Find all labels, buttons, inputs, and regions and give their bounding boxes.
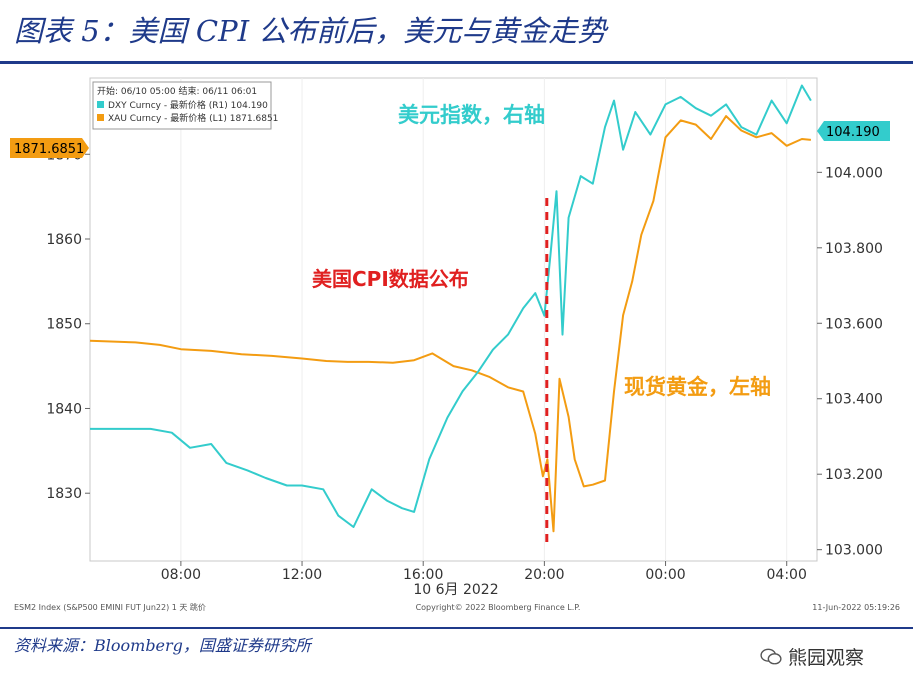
right-tick-label: 103.000 [825, 543, 883, 559]
x-tick-label: 08:00 [161, 567, 201, 583]
gold-annotation: 现货黄金，左轴 [624, 375, 771, 399]
right-tick-label: 103.800 [825, 241, 883, 257]
watermark-text: 熊园观察 [788, 647, 865, 669]
right-axis: 103.000 103.200 103.400 103.600 103.800 104.0… [817, 165, 883, 559]
footer-left: ESM2 Index (S&P500 EMINI FUT Jun22) 1 天 … [14, 602, 206, 612]
source-rule [0, 627, 913, 629]
left-tick-label: 1840 [46, 401, 82, 417]
x-tick-label: 12:00 [282, 567, 322, 583]
series-line-xau-curncy [89, 115, 811, 533]
legend-entry-dxy: DXY Curncy - 最新价格 (R1) 104.190 [108, 99, 268, 111]
legend-entry-xau: XAU Curncy - 最新价格 (L1) 1871.6851 [108, 112, 278, 124]
left-tick-label: 1860 [46, 232, 82, 248]
legend-header: 开始: 06/10 05:00 结束: 06/11 06:01 [97, 85, 257, 97]
series-line-dxy-curncy [90, 84, 812, 528]
legend-swatch-dxy [97, 101, 104, 108]
x-tick-label: 16:00 [403, 567, 443, 583]
title-rule [0, 61, 913, 64]
footer-center: Copyright© 2022 Bloomberg Finance L.P. [416, 603, 581, 612]
x-tick-label: 00:00 [645, 567, 685, 583]
left-tick-label: 1850 [46, 317, 82, 333]
plot-frame [89, 77, 818, 562]
right-tick-label: 104.000 [825, 165, 883, 181]
last-value-tag-left: 1871.6851 [10, 138, 89, 158]
last-value-right: 104.190 [826, 125, 880, 140]
last-value-tag-right: 104.190 [817, 121, 890, 141]
right-tick-label: 103.400 [825, 392, 883, 408]
legend-box: 开始: 06/10 05:00 结束: 06/11 06:01 DXY Curn… [92, 81, 278, 130]
x-tick-label: 20:00 [524, 567, 564, 583]
dxy-annotation: 美元指数，右轴 [398, 103, 545, 127]
footer-right: 11-Jun-2022 05:19:26 [812, 603, 900, 612]
right-tick-label: 103.200 [825, 467, 883, 483]
right-tick-label: 103.600 [825, 316, 883, 332]
x-axis-label: 10 6月 2022 [413, 582, 498, 598]
left-axis: 18301840185018601870 [46, 147, 90, 502]
left-tick-label: 1830 [46, 486, 82, 502]
last-value-left: 1871.6851 [14, 142, 84, 157]
watermark: 熊园观察 [760, 643, 864, 670]
cpi-annotation: 美国CPI数据公布 [312, 267, 469, 291]
series-layer [89, 84, 812, 533]
legend-swatch-xau [97, 114, 104, 121]
figure-title: 图表 5：美国 CPI 公布前后，美元与黄金走势 [14, 14, 607, 48]
x-axis: 08:00 12:00 16:00 20:00 00:00 04:00 [161, 561, 807, 583]
chart-container: 18301840185018601870 103.000103.200103.4… [0, 64, 913, 624]
wechat-icon [760, 648, 782, 664]
x-tick-label: 04:00 [767, 567, 807, 583]
source-note: 资料来源：Bloomberg，国盛证券研究所 [14, 636, 311, 655]
line-chart: 18301840185018601870 103.000103.200103.4… [10, 77, 900, 612]
